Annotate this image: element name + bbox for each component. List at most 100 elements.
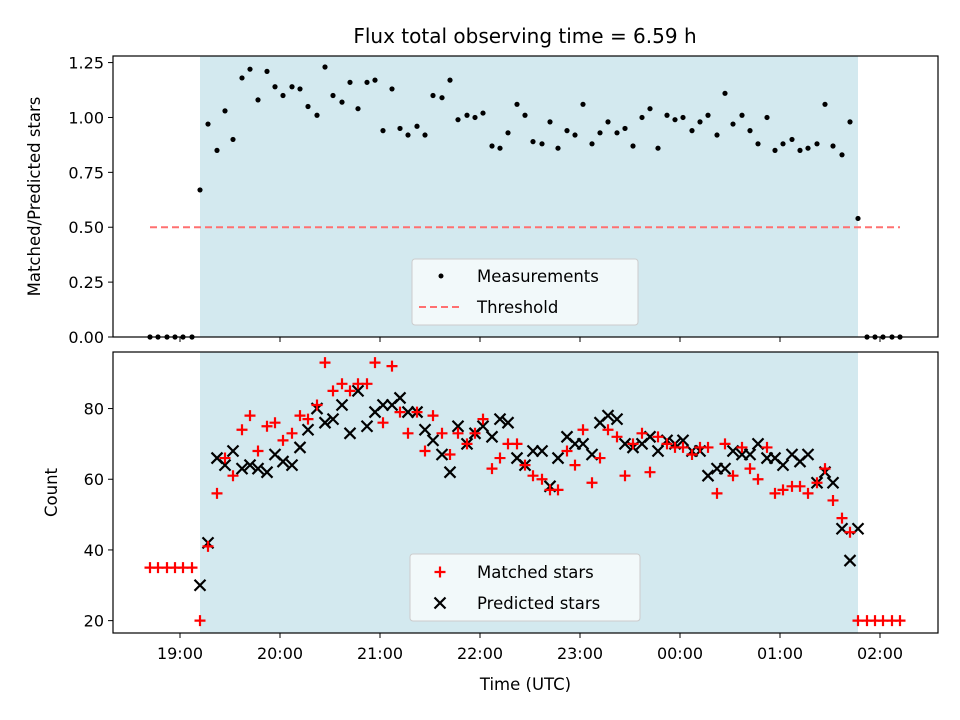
matched-stars-point <box>244 410 256 422</box>
measurement-point <box>214 147 220 153</box>
measurement-point <box>572 132 578 138</box>
matched-stars-point <box>436 427 448 439</box>
predicted-stars-point <box>376 398 390 412</box>
bottom-axes-frame <box>112 351 939 634</box>
measurement-point <box>330 92 336 99</box>
measurement-point <box>497 145 503 151</box>
matched-stars-point <box>194 615 206 627</box>
legend-matched-marker <box>434 566 446 578</box>
matched-stars-point <box>277 434 289 446</box>
matched-stars-point <box>294 410 306 422</box>
count-panel: 20 40 60 80 19:00 20:00 21:00 22:00 23:00 00:00 0… <box>42 351 939 694</box>
matched-stars-point <box>302 413 314 425</box>
measurement-point <box>314 112 320 118</box>
matched-stars-point <box>227 470 239 482</box>
matched-stars-point <box>802 487 814 499</box>
predicted-stars-point <box>226 444 240 458</box>
measurement-point <box>405 132 411 138</box>
measurement-point <box>414 123 420 129</box>
y-tick-label: 0.50 <box>68 218 104 237</box>
x-tick-label: 21:00 <box>357 644 403 663</box>
matched-stars-point <box>236 424 248 436</box>
predicted-stars-point <box>243 458 257 472</box>
matched-stars-point <box>727 470 739 482</box>
legend-threshold-label: Threshold <box>476 298 558 317</box>
matched-stars-point <box>519 459 531 471</box>
measurement-point <box>489 143 495 149</box>
x-axis-label: Time (UTC) <box>479 675 571 694</box>
measurement-point <box>814 141 820 147</box>
predicted-stars-point <box>251 462 265 475</box>
matched-stars-point <box>494 452 506 464</box>
measurement-point <box>472 114 478 121</box>
predicted-stars-point <box>393 391 407 405</box>
predicted-stars-point <box>193 579 207 592</box>
predicted-stars-point <box>801 448 815 461</box>
x-tick-label: 00:00 <box>657 644 703 663</box>
measurement-point <box>722 90 728 96</box>
matched-stars-point <box>719 438 731 450</box>
measurement-point <box>705 112 711 118</box>
matched-stars-point <box>702 441 714 453</box>
predicted-stars-point <box>485 430 499 444</box>
x-tick-label: 19:00 <box>157 644 203 663</box>
measurement-point <box>714 132 720 138</box>
measurement-point <box>780 141 786 147</box>
matched-stars-point <box>452 427 464 439</box>
matched-stars-point <box>811 477 823 489</box>
matched-stars-point <box>736 441 748 453</box>
y-tick-label: 60 <box>84 470 104 489</box>
measurement-point <box>589 141 595 147</box>
measurement-point <box>830 143 836 149</box>
matched-stars-point <box>552 484 564 496</box>
matched-stars-point <box>377 417 389 429</box>
predicted-stars-point <box>235 462 249 475</box>
ratio-panel: 0.00 0.25 0.50 0.75 1.00 1.25 Matched/Predict… <box>25 54 939 347</box>
predicted-stars-point <box>218 458 232 472</box>
matched-stars-point <box>386 360 398 372</box>
matched-stars-point <box>427 410 439 422</box>
y-tick-label: 0.25 <box>68 273 104 292</box>
measurement-point <box>772 147 778 153</box>
measurement-point <box>730 121 736 127</box>
predicted-stars-point <box>351 384 365 398</box>
matched-stars-point <box>661 438 673 450</box>
matched-stars-point <box>469 427 481 439</box>
matched-stars-point <box>252 445 264 457</box>
matched-stars-point <box>627 438 639 450</box>
predicted-stars-point <box>285 458 299 472</box>
bottom-y-ticks: 20 40 60 80 <box>84 400 113 631</box>
measurement-point <box>347 79 353 85</box>
measurement-point <box>605 119 611 125</box>
matched-stars-point <box>619 470 631 482</box>
y-tick-label: 0.00 <box>68 328 104 347</box>
measurement-point <box>230 136 236 143</box>
matched-stars-point <box>486 463 498 475</box>
measurement-point <box>397 125 403 132</box>
measurement-point <box>355 106 361 112</box>
predicted-stars-point <box>576 437 590 451</box>
measurement-point <box>564 128 570 134</box>
matched-stars-point <box>527 470 539 482</box>
predicted-stars-point <box>451 419 465 433</box>
matched-stars-point <box>211 487 223 499</box>
measurement-point <box>655 145 661 151</box>
predicted-stars-point <box>318 416 332 429</box>
matched-stars-point <box>819 463 831 475</box>
measurement-point <box>364 79 370 85</box>
matched-stars-point <box>402 427 414 439</box>
legend-measurements-label: Measurements <box>477 267 599 286</box>
y-tick-label: 0.75 <box>68 163 104 182</box>
measurement-point <box>480 110 486 116</box>
predicted-stars-point <box>701 469 715 482</box>
matched-stars-point <box>186 562 198 574</box>
predicted-stars-point <box>476 419 490 433</box>
matched-stars-point <box>477 413 489 425</box>
top-legend-box <box>411 258 639 326</box>
measurement-point <box>789 136 795 143</box>
predicted-stars-point <box>601 409 615 422</box>
measurement-point <box>380 128 386 134</box>
bottom-y-axis-label: Count <box>42 467 61 517</box>
measurement-point <box>689 128 695 134</box>
